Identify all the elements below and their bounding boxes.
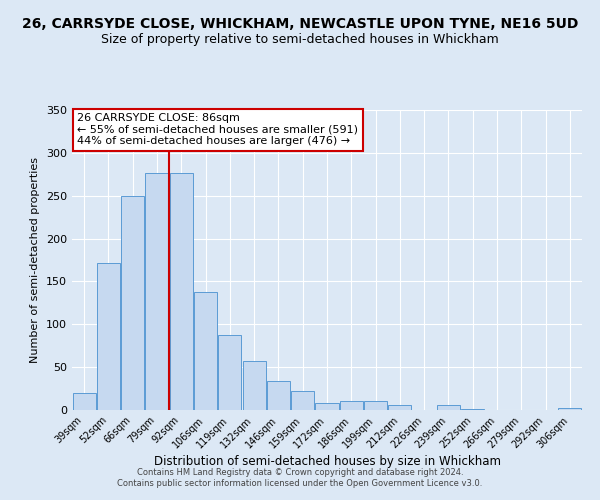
Bar bbox=[73, 393, 95, 410]
Bar bbox=[316, 403, 338, 410]
Bar bbox=[388, 405, 412, 410]
Text: 26 CARRSYDE CLOSE: 86sqm
← 55% of semi-detached houses are smaller (591)
44% of : 26 CARRSYDE CLOSE: 86sqm ← 55% of semi-d… bbox=[77, 113, 358, 146]
Bar bbox=[364, 402, 387, 410]
Bar bbox=[340, 402, 363, 410]
Bar bbox=[97, 262, 120, 410]
Text: Size of property relative to semi-detached houses in Whickham: Size of property relative to semi-detach… bbox=[101, 32, 499, 46]
Bar bbox=[218, 336, 241, 410]
Bar bbox=[437, 405, 460, 410]
Bar bbox=[145, 172, 169, 410]
Bar bbox=[194, 292, 217, 410]
Text: 26, CARRSYDE CLOSE, WHICKHAM, NEWCASTLE UPON TYNE, NE16 5UD: 26, CARRSYDE CLOSE, WHICKHAM, NEWCASTLE … bbox=[22, 18, 578, 32]
Text: Contains HM Land Registry data © Crown copyright and database right 2024.
Contai: Contains HM Land Registry data © Crown c… bbox=[118, 468, 482, 487]
Bar bbox=[242, 361, 266, 410]
Bar bbox=[121, 196, 144, 410]
X-axis label: Distribution of semi-detached houses by size in Whickham: Distribution of semi-detached houses by … bbox=[154, 456, 500, 468]
Bar bbox=[559, 408, 581, 410]
Bar bbox=[291, 391, 314, 410]
Bar bbox=[170, 172, 193, 410]
Bar bbox=[461, 409, 484, 410]
Bar bbox=[267, 381, 290, 410]
Y-axis label: Number of semi-detached properties: Number of semi-detached properties bbox=[31, 157, 40, 363]
